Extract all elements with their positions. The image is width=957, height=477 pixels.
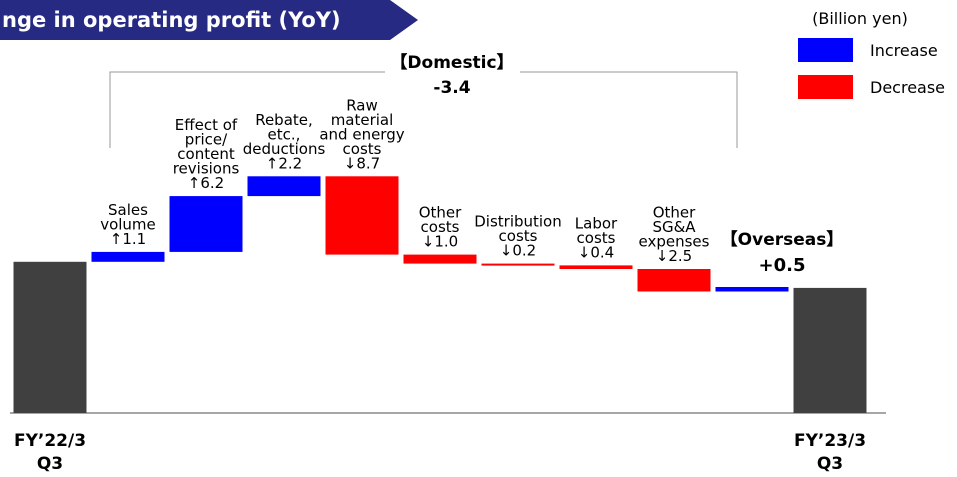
value-label: ↓2.5 bbox=[656, 247, 692, 265]
category-label: volume bbox=[100, 215, 156, 233]
legend-label: Increase bbox=[870, 41, 938, 60]
bar bbox=[559, 265, 633, 269]
x-tick-label: FY’23/3 bbox=[794, 431, 866, 451]
category-label: costs bbox=[343, 140, 382, 158]
bracket bbox=[520, 71, 738, 148]
bar bbox=[325, 176, 399, 255]
bar bbox=[169, 196, 243, 252]
annotation-value: -3.4 bbox=[433, 78, 470, 98]
category-label: material bbox=[331, 111, 394, 129]
category-label: etc., bbox=[268, 125, 301, 143]
category-label: and energy bbox=[319, 125, 404, 143]
bar bbox=[403, 254, 477, 264]
value-label: ↑2.2 bbox=[266, 154, 302, 172]
x-tick-label: Q3 bbox=[37, 454, 63, 474]
category-label: Rebate, bbox=[255, 111, 313, 129]
category-label: content bbox=[177, 145, 235, 163]
value-label: ↓8.7 bbox=[344, 154, 380, 172]
category-label: costs bbox=[499, 227, 538, 245]
category-label: Other bbox=[419, 204, 462, 222]
category-label: Effect of bbox=[175, 116, 238, 134]
category-label: 【Overseas】 bbox=[721, 229, 844, 250]
category-label: Sales bbox=[108, 201, 148, 219]
category-label: Labor bbox=[575, 214, 618, 232]
category-label: revisions bbox=[173, 160, 240, 178]
x-tick-label: Q3 bbox=[817, 454, 843, 474]
annotation-label: 【Domestic】 bbox=[390, 52, 513, 73]
bar bbox=[13, 261, 87, 413]
bar bbox=[793, 287, 867, 413]
legend-swatch-decrease bbox=[798, 75, 853, 99]
category-label: deductions bbox=[243, 140, 326, 158]
unit-label: (Billion yen) bbox=[812, 9, 908, 28]
value-label: ↓0.4 bbox=[578, 243, 614, 261]
legend-swatch-increase bbox=[798, 38, 853, 62]
chart-title: nge in operating profit (YoY) bbox=[2, 8, 341, 32]
category-label: Other bbox=[653, 204, 696, 222]
value-label: ↑6.2 bbox=[188, 174, 224, 192]
bar bbox=[637, 269, 711, 292]
bracket bbox=[109, 71, 385, 148]
bar bbox=[91, 251, 165, 262]
value-label: ↓0.2 bbox=[500, 242, 536, 260]
bar bbox=[715, 287, 789, 292]
legend-label: Decrease bbox=[870, 78, 945, 97]
category-label: expenses bbox=[639, 233, 710, 251]
value-label: +0.5 bbox=[759, 255, 806, 276]
category-label: price/ bbox=[185, 131, 228, 149]
value-label: ↓1.0 bbox=[422, 233, 458, 251]
category-label: Distribution bbox=[474, 213, 562, 231]
title-banner bbox=[0, 0, 418, 40]
category-label: costs bbox=[421, 218, 460, 236]
category-label: Raw bbox=[346, 96, 378, 114]
x-tick-label: FY’22/3 bbox=[14, 431, 86, 451]
bar bbox=[481, 263, 555, 266]
value-label: ↑1.1 bbox=[110, 230, 146, 248]
category-label: costs bbox=[577, 229, 616, 247]
category-label: SG&A bbox=[652, 218, 696, 236]
bar bbox=[247, 176, 321, 197]
